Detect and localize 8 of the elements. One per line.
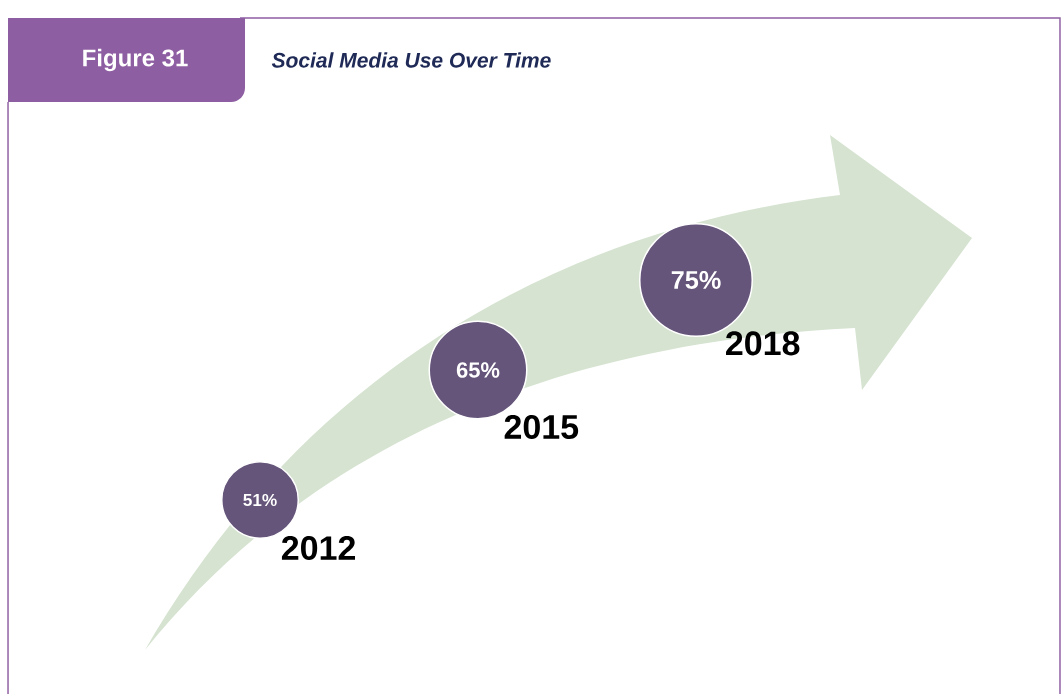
category-label: 2015 — [504, 415, 579, 440]
text: Figure 31 — [83, 48, 188, 72]
text: Social Media Use Over Time — [271, 52, 551, 68]
data-label: 75% — [671, 271, 721, 290]
category-label: 2012 — [281, 536, 356, 561]
data-label: 65% — [456, 362, 500, 378]
category-label: 2018 — [726, 331, 800, 356]
data-label: 51% — [243, 494, 277, 507]
